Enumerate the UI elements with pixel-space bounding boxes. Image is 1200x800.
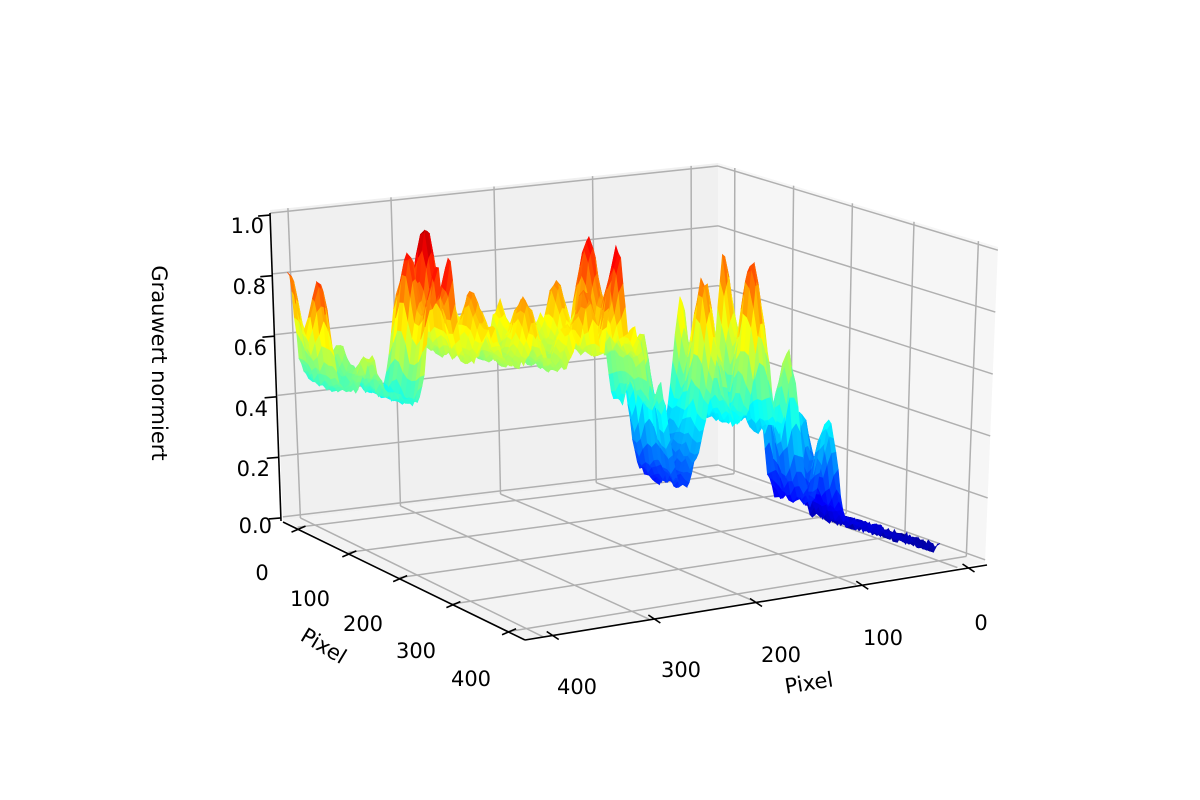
y-tick xyxy=(855,580,869,590)
x-tick-label: 200 xyxy=(343,612,383,636)
y-tick-label: 0 xyxy=(974,611,987,635)
x-tick xyxy=(501,628,517,636)
z-tick-label: 0.2 xyxy=(237,457,270,481)
grid-line xyxy=(287,208,302,518)
z-tick-label: 0.4 xyxy=(235,397,268,421)
grid-line xyxy=(400,505,650,620)
z-axis-title: Grauwert normiert xyxy=(147,265,171,460)
grid-line xyxy=(399,512,847,579)
y-tick-label: 200 xyxy=(761,643,801,667)
y-tick-label: 100 xyxy=(863,626,903,650)
y-axis-title: Pixel xyxy=(783,667,835,698)
z-tick xyxy=(258,214,271,217)
z-tick-label: 0.8 xyxy=(233,275,266,299)
z-axis-line xyxy=(269,212,282,522)
grid-line xyxy=(904,221,915,535)
x-tick xyxy=(291,525,306,533)
grid-line xyxy=(717,225,996,313)
y-tick xyxy=(962,563,975,573)
y-tick-label: 400 xyxy=(557,675,597,699)
grid-line xyxy=(595,481,857,586)
x-tick xyxy=(392,574,408,583)
y-tick xyxy=(647,614,661,624)
grid-line xyxy=(717,284,994,375)
grid-line xyxy=(717,464,986,561)
x-tick-label: 0 xyxy=(255,561,268,585)
z-tick xyxy=(268,517,281,520)
y-tick xyxy=(546,630,560,641)
z-tick xyxy=(264,395,277,399)
surface-patch xyxy=(933,543,941,553)
grid-line xyxy=(507,555,967,633)
z-tick-label: 0.0 xyxy=(239,514,272,538)
x-tick-label: 100 xyxy=(290,587,330,611)
x-tick xyxy=(342,550,357,558)
x-tick-label: 300 xyxy=(396,639,436,663)
z-tick xyxy=(266,456,279,460)
y-tick-label: 300 xyxy=(661,658,701,682)
grid-line xyxy=(300,517,544,638)
x-tick-label: 400 xyxy=(451,667,491,691)
z-tick-label: 1.0 xyxy=(231,214,264,238)
grid-line xyxy=(452,533,906,605)
z-tick-label: 0.6 xyxy=(234,336,267,360)
x-tick xyxy=(446,600,461,609)
x-axis-line xyxy=(282,521,526,641)
grid-line xyxy=(965,241,980,557)
grid-line xyxy=(348,492,791,554)
axis-lines xyxy=(258,212,988,641)
z-tick xyxy=(260,274,273,278)
grid-line xyxy=(717,165,999,251)
z-tick xyxy=(262,335,275,339)
grid-line xyxy=(270,165,719,214)
grid-line xyxy=(500,493,756,603)
surface xyxy=(286,229,941,553)
y-tick xyxy=(749,597,763,608)
grid-line xyxy=(845,203,854,514)
grid-line xyxy=(272,225,719,275)
